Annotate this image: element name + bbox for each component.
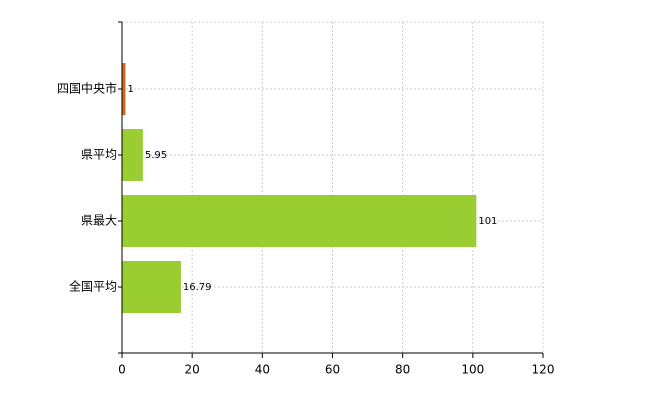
x-tick-label: 0 bbox=[118, 363, 126, 377]
bar bbox=[122, 63, 126, 115]
value-label: 16.79 bbox=[183, 282, 212, 293]
x-tick-label: 80 bbox=[395, 363, 410, 377]
value-label: 5.95 bbox=[145, 150, 167, 161]
x-tick-label: 120 bbox=[532, 363, 555, 377]
value-label: 101 bbox=[478, 216, 497, 227]
bar bbox=[122, 195, 477, 247]
bar bbox=[122, 261, 181, 313]
y-tick-label: 県平均 bbox=[81, 148, 117, 162]
bar bbox=[122, 129, 143, 181]
value-label: 1 bbox=[128, 84, 134, 95]
y-tick-label: 県最大 bbox=[81, 214, 117, 228]
x-tick-label: 100 bbox=[461, 363, 484, 377]
x-tick-label: 20 bbox=[185, 363, 200, 377]
x-tick-label: 60 bbox=[325, 363, 340, 377]
y-tick-label: 四国中央市 bbox=[57, 81, 117, 96]
y-tick-label: 全国平均 bbox=[69, 279, 117, 294]
x-tick-label: 40 bbox=[255, 363, 270, 377]
